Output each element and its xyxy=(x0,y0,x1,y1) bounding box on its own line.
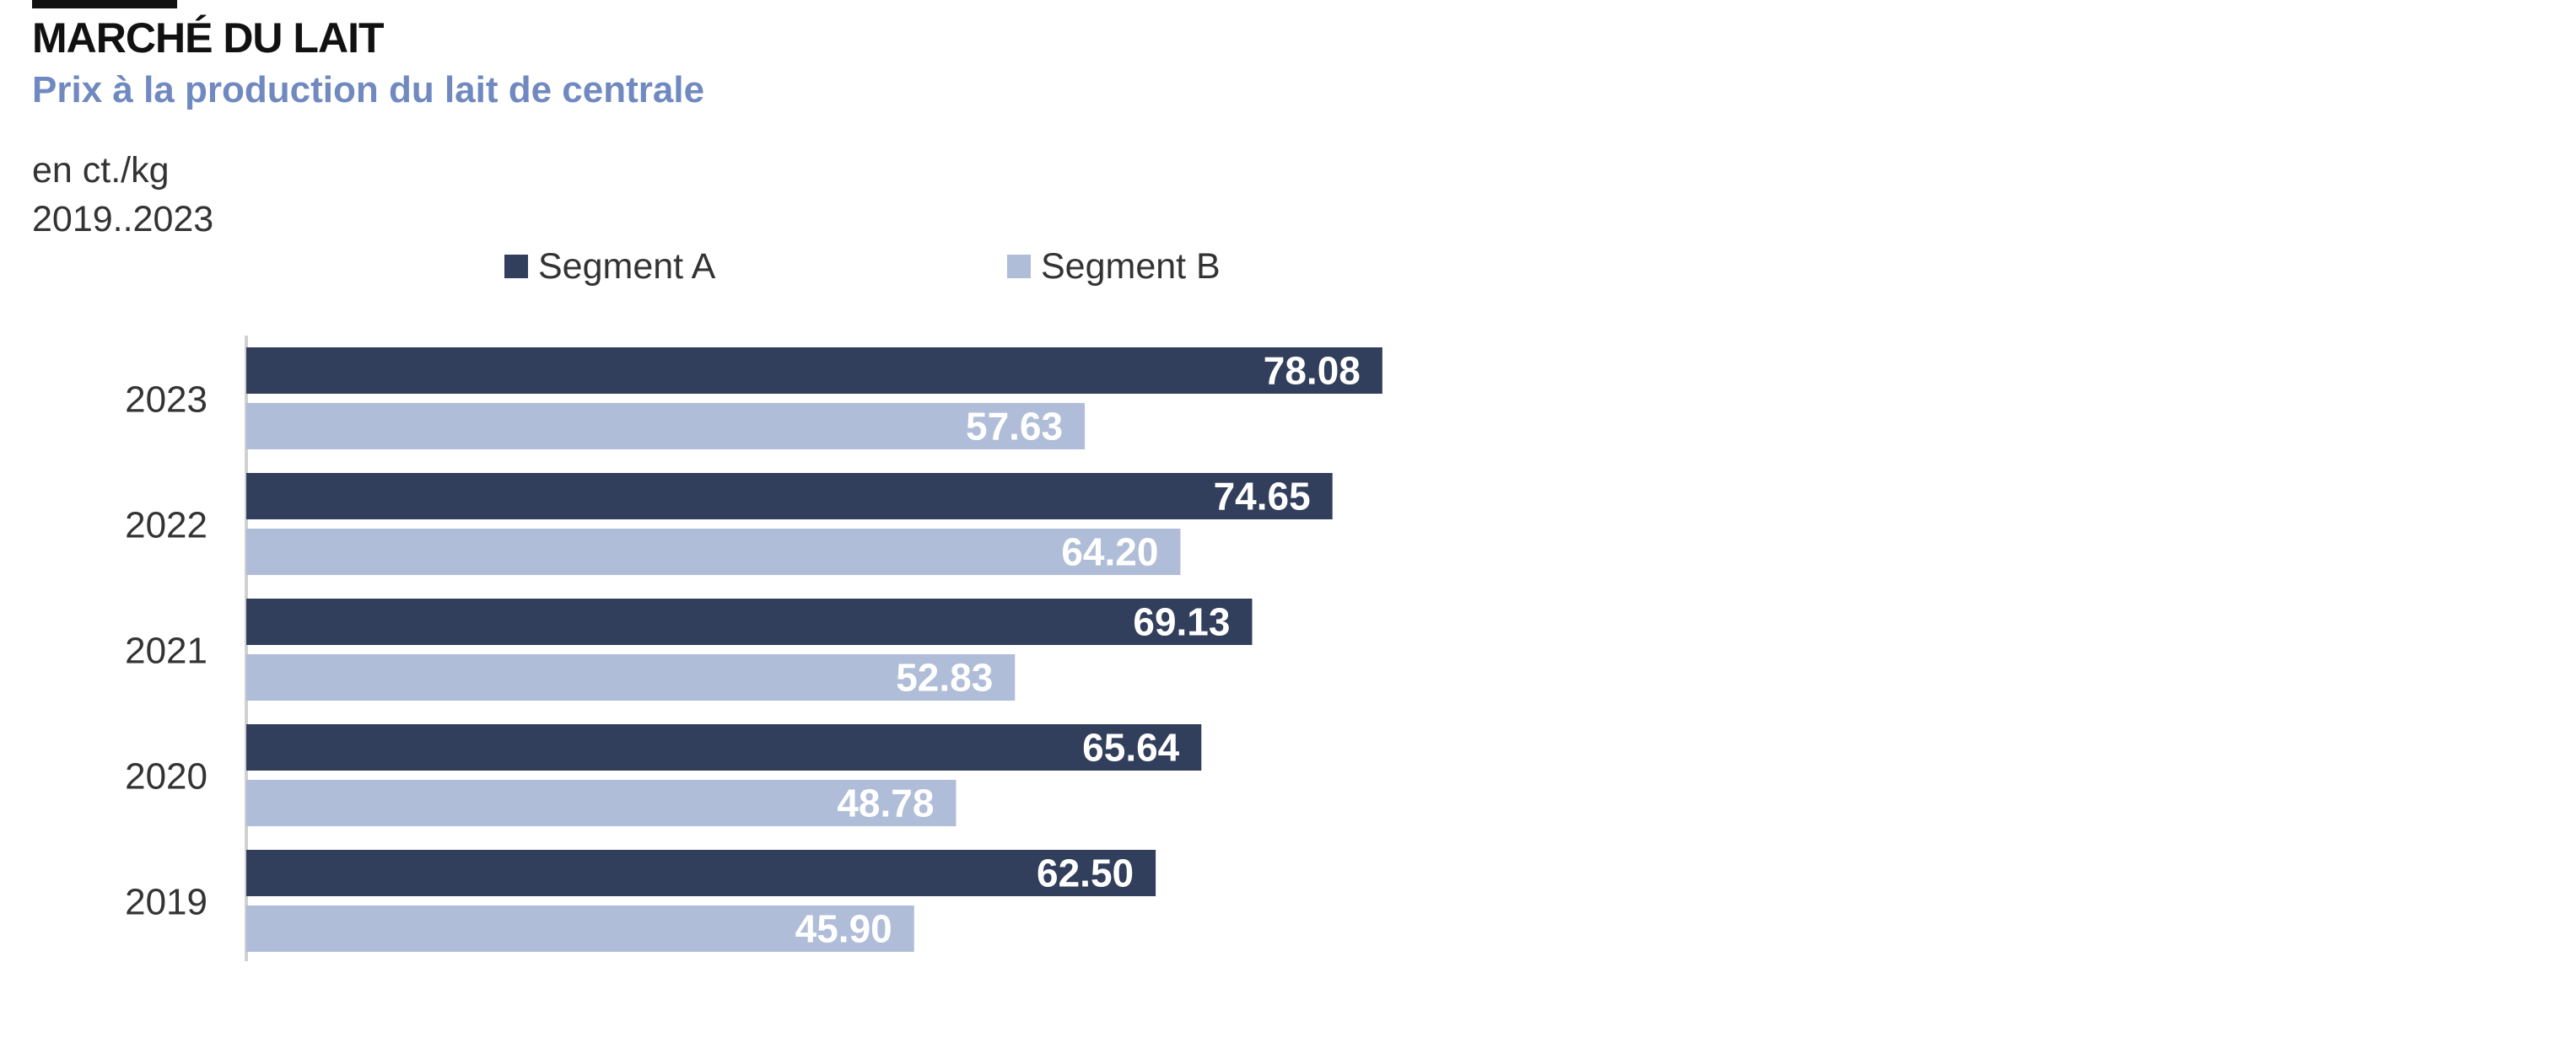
y-tick-label-2021: 2021 xyxy=(125,631,207,672)
bar-segment-a-2019 xyxy=(246,850,1156,896)
year-range-label: 2019..2023 xyxy=(32,199,214,239)
data-label-segment-a-2022: 74.65 xyxy=(1214,475,1311,518)
data-label-segment-b-2020: 48.78 xyxy=(837,782,934,825)
legend-item-segment-a: Segment A xyxy=(504,244,715,288)
bar-segment-a-2020 xyxy=(246,724,1202,771)
y-tick-label-2020: 2020 xyxy=(125,756,207,798)
legend-label-segment-a: Segment A xyxy=(538,245,716,287)
data-label-segment-b-2019: 45.90 xyxy=(795,907,892,951)
y-tick-label-2019: 2019 xyxy=(125,882,207,923)
data-label-segment-b-2022: 64.20 xyxy=(1061,530,1158,574)
data-label-segment-a-2019: 62.50 xyxy=(1037,852,1134,895)
data-label-segment-a-2021: 69.13 xyxy=(1133,600,1230,644)
title-accent-bar xyxy=(32,0,177,8)
data-label-segment-b-2023: 57.63 xyxy=(966,405,1063,449)
bar-segment-b-2022 xyxy=(246,529,1181,575)
legend-swatch-segment-b xyxy=(1007,255,1031,278)
data-label-segment-b-2021: 52.83 xyxy=(896,656,993,700)
bar-segment-a-2022 xyxy=(246,473,1333,519)
legend-swatch-segment-a xyxy=(504,255,528,278)
data-label-segment-a-2020: 65.64 xyxy=(1082,726,1180,770)
legend-label-segment-b: Segment B xyxy=(1041,245,1221,287)
bar-segment-a-2021 xyxy=(246,599,1253,645)
y-tick-label-2023: 2023 xyxy=(125,379,207,421)
bar-segment-b-2023 xyxy=(246,403,1086,449)
bar-segment-b-2020 xyxy=(246,780,957,826)
bar-segment-b-2021 xyxy=(246,654,1016,701)
bar-segment-b-2019 xyxy=(246,905,914,952)
data-label-segment-a-2023: 78.08 xyxy=(1264,349,1361,393)
unit-label: en ct./kg xyxy=(32,150,170,191)
chart-title: MARCHÉ DU LAIT xyxy=(32,14,385,62)
y-tick-label-2022: 2022 xyxy=(125,505,207,546)
legend-item-segment-b: Segment B xyxy=(1007,244,1221,288)
chart-subtitle: Prix à la production du lait de centrale xyxy=(32,69,705,110)
bar-segment-a-2023 xyxy=(246,347,1382,394)
